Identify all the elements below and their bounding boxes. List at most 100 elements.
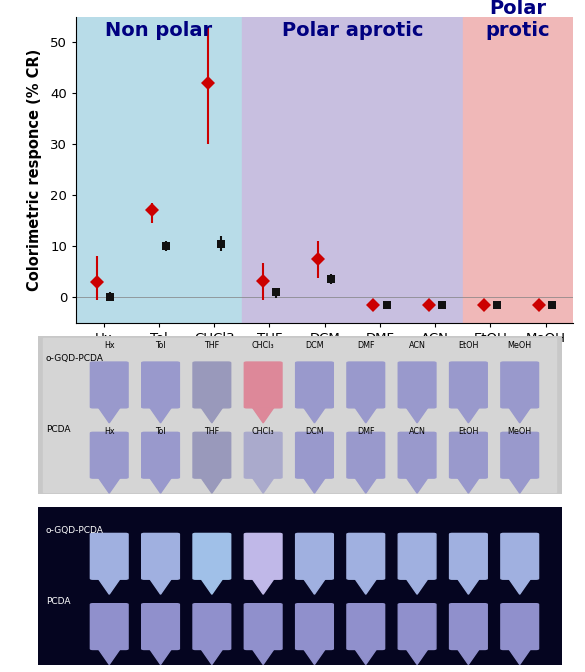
FancyBboxPatch shape <box>347 603 384 649</box>
FancyBboxPatch shape <box>398 432 436 478</box>
FancyBboxPatch shape <box>245 362 282 408</box>
Polygon shape <box>201 407 223 423</box>
Text: THF: THF <box>204 341 219 349</box>
Bar <box>242 17 463 323</box>
Polygon shape <box>457 407 479 423</box>
Polygon shape <box>98 407 121 423</box>
Polygon shape <box>150 477 171 493</box>
FancyBboxPatch shape <box>91 603 128 649</box>
FancyBboxPatch shape <box>245 603 282 649</box>
Text: Polar aprotic: Polar aprotic <box>281 21 423 40</box>
Text: Hx: Hx <box>104 427 115 436</box>
FancyBboxPatch shape <box>501 603 539 649</box>
Polygon shape <box>150 407 171 423</box>
Text: CHCl₃: CHCl₃ <box>252 341 274 349</box>
FancyBboxPatch shape <box>398 534 436 579</box>
Polygon shape <box>150 648 171 665</box>
Y-axis label: Colorimetric responce (% CR): Colorimetric responce (% CR) <box>27 48 42 291</box>
FancyBboxPatch shape <box>295 432 333 478</box>
Text: o-GQD-PCDA: o-GQD-PCDA <box>46 526 104 534</box>
Polygon shape <box>98 477 121 493</box>
Polygon shape <box>406 648 428 665</box>
Text: Non polar: Non polar <box>105 21 212 40</box>
Bar <box>76 17 242 323</box>
Polygon shape <box>150 579 171 594</box>
Text: PCDA: PCDA <box>46 597 70 605</box>
Polygon shape <box>457 477 479 493</box>
FancyBboxPatch shape <box>501 362 539 408</box>
Polygon shape <box>201 579 223 594</box>
Text: ACN: ACN <box>409 427 425 436</box>
Text: o-GQD-PCDA: o-GQD-PCDA <box>46 354 104 363</box>
FancyBboxPatch shape <box>398 603 436 649</box>
Polygon shape <box>509 477 531 493</box>
Text: DMF: DMF <box>357 427 374 436</box>
FancyBboxPatch shape <box>193 534 230 579</box>
FancyBboxPatch shape <box>193 603 230 649</box>
Bar <box>463 17 573 323</box>
FancyBboxPatch shape <box>295 603 333 649</box>
FancyBboxPatch shape <box>449 432 487 478</box>
Polygon shape <box>457 579 479 594</box>
FancyBboxPatch shape <box>142 362 180 408</box>
Text: ACN: ACN <box>409 341 425 349</box>
FancyBboxPatch shape <box>142 432 180 478</box>
Polygon shape <box>406 579 428 594</box>
Polygon shape <box>355 648 377 665</box>
Text: DCM: DCM <box>305 341 324 349</box>
FancyBboxPatch shape <box>245 534 282 579</box>
Text: CHCl₃: CHCl₃ <box>252 427 274 436</box>
Polygon shape <box>355 579 377 594</box>
FancyBboxPatch shape <box>347 534 384 579</box>
FancyBboxPatch shape <box>398 362 436 408</box>
Text: DCM: DCM <box>305 427 324 436</box>
Polygon shape <box>201 648 223 665</box>
Polygon shape <box>304 579 325 594</box>
FancyBboxPatch shape <box>347 362 384 408</box>
Polygon shape <box>457 648 479 665</box>
Polygon shape <box>304 477 325 493</box>
Text: Polar
protic: Polar protic <box>486 0 550 40</box>
FancyBboxPatch shape <box>449 362 487 408</box>
Polygon shape <box>98 579 121 594</box>
Polygon shape <box>252 477 274 493</box>
Text: EtOH: EtOH <box>458 427 479 436</box>
FancyBboxPatch shape <box>91 432 128 478</box>
FancyBboxPatch shape <box>245 432 282 478</box>
FancyBboxPatch shape <box>91 362 128 408</box>
FancyBboxPatch shape <box>142 534 180 579</box>
Text: PCDA: PCDA <box>46 425 70 434</box>
FancyBboxPatch shape <box>295 534 333 579</box>
FancyBboxPatch shape <box>347 432 384 478</box>
Polygon shape <box>252 407 274 423</box>
FancyBboxPatch shape <box>91 534 128 579</box>
FancyBboxPatch shape <box>142 603 180 649</box>
Polygon shape <box>509 407 531 423</box>
Text: THF: THF <box>204 427 219 436</box>
Polygon shape <box>304 648 325 665</box>
Polygon shape <box>509 648 531 665</box>
FancyBboxPatch shape <box>295 362 333 408</box>
Text: EtOH: EtOH <box>458 341 479 349</box>
FancyBboxPatch shape <box>501 432 539 478</box>
Polygon shape <box>252 648 274 665</box>
Polygon shape <box>201 477 223 493</box>
Polygon shape <box>304 407 325 423</box>
Polygon shape <box>355 477 377 493</box>
Polygon shape <box>509 579 531 594</box>
Text: MeOH: MeOH <box>508 341 532 349</box>
FancyBboxPatch shape <box>501 534 539 579</box>
Polygon shape <box>355 407 377 423</box>
FancyBboxPatch shape <box>449 534 487 579</box>
Polygon shape <box>406 407 428 423</box>
Text: Hx: Hx <box>104 341 115 349</box>
Text: Tol: Tol <box>155 427 166 436</box>
FancyBboxPatch shape <box>449 603 487 649</box>
Text: MeOH: MeOH <box>508 427 532 436</box>
FancyBboxPatch shape <box>193 362 230 408</box>
Polygon shape <box>406 477 428 493</box>
Polygon shape <box>252 579 274 594</box>
Text: DMF: DMF <box>357 341 374 349</box>
FancyBboxPatch shape <box>193 432 230 478</box>
Text: Tol: Tol <box>155 341 166 349</box>
